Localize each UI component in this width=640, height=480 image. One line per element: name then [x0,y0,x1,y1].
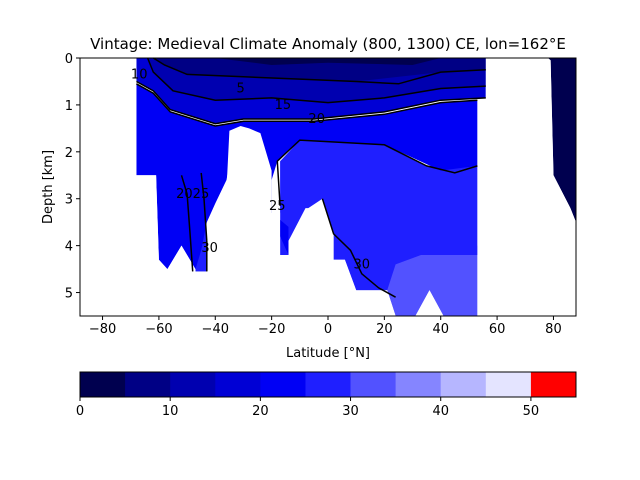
colorbar-segment [441,372,487,397]
colorbar-tick-label: 0 [76,404,84,419]
x-tick-label: −20 [258,322,285,337]
x-tick-label: 40 [432,322,449,337]
colorbar-tick-label: 40 [432,404,449,419]
y-tick-label: 5 [65,287,73,302]
x-tick-label: −80 [89,322,116,337]
colorbar-segment [215,372,261,397]
colorbar-tick-label: 20 [252,404,269,419]
y-axis-label: Depth [km] [41,150,56,224]
contour-label-2: 15 [275,98,292,113]
land-mask-antarctic [80,58,136,316]
colorbar-segment [125,372,171,397]
y-tick-label: 3 [65,193,73,208]
colorbar-segment [306,372,352,397]
colorbar-tick-label: 50 [523,404,540,419]
colorbar-segment [351,372,397,397]
contour-label-3: 20 [308,112,325,127]
x-tick-label: 60 [489,322,506,337]
colorbar-tick-label: 10 [162,404,179,419]
contour-label-6: 30 [201,241,218,256]
x-tick-label: 0 [324,322,332,337]
y-tick-label: 2 [65,146,73,161]
x-tick-label: −60 [145,322,172,337]
chart-title: Vintage: Medieval Climate Anomaly (800, … [90,35,566,53]
colorbar-segment [260,372,306,397]
contour-label-7: 30 [354,257,371,272]
colorbar-segment [486,372,532,397]
colorbar-segment [170,372,216,397]
contour-label-5: 25 [269,199,286,214]
contour-label-0: 10 [131,67,148,82]
colorbar-tick-label: 30 [342,404,359,419]
x-axis-label: Latitude [°N] [286,346,370,361]
contour-label-1: 5 [236,82,244,97]
colorbar-segment [396,372,442,397]
y-tick-label: 0 [65,52,73,67]
x-tick-label: −40 [202,322,229,337]
x-tick-label: 80 [545,322,562,337]
y-tick-label: 4 [65,240,73,255]
colorbar-segment [80,372,126,397]
y-tick-label: 1 [65,99,73,114]
x-tick-label: 20 [376,322,393,337]
contour-label-4: 2025 [176,187,209,202]
colorbar-segment [531,372,577,397]
